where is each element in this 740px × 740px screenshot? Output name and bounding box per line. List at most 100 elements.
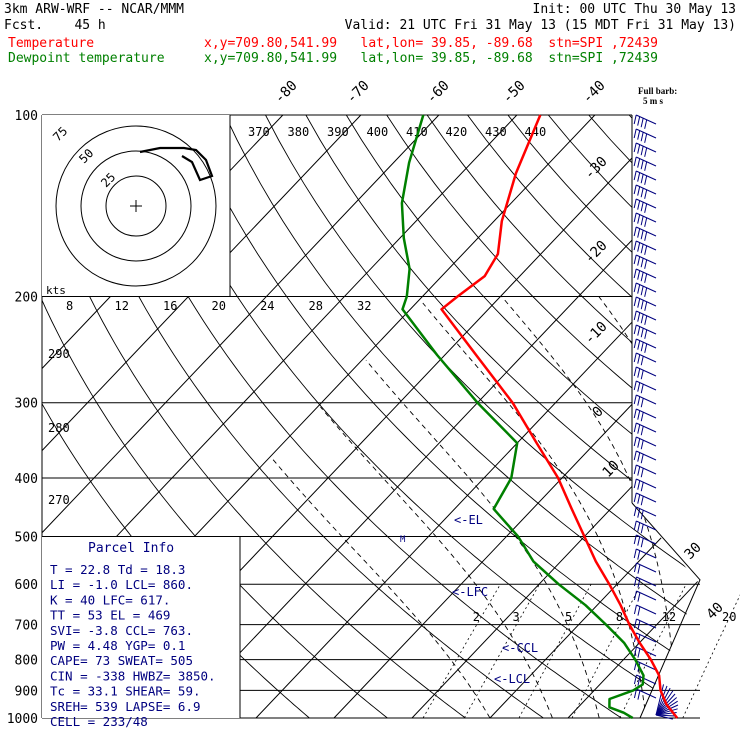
wind-barb-flag: [637, 466, 641, 476]
wind-barb-flag: [633, 198, 637, 209]
mixing-ratio-label: 8: [616, 610, 623, 624]
wind-barb-fan: [655, 708, 678, 716]
wind-barb-flag: [637, 228, 641, 238]
wind-barb-flag: [640, 510, 644, 520]
wind-barb-flag: [637, 242, 641, 252]
dry-adiabat: [63, 115, 544, 718]
wind-barb-flag: [644, 217, 648, 227]
wind-barb: [636, 380, 657, 391]
wind-barb-flag: [637, 564, 641, 574]
dewpoint-series-line: [400, 114, 645, 720]
wind-barb-flag: [640, 328, 644, 338]
parcel-info-row: T = 22.8 Td = 18.3: [50, 562, 185, 577]
wind-barb-flag: [633, 394, 637, 405]
parcel-info-row: SREH= 539 LAPSE= 6.9: [50, 699, 201, 714]
wind-barb-flag: [637, 214, 641, 224]
isotherm-label: 30: [682, 540, 705, 563]
moist-adiabat: [697, 296, 700, 718]
hodograph-speed-label: 32: [357, 299, 371, 313]
dry-adiabat: [184, 115, 700, 718]
right-axis-lower: [631, 502, 701, 719]
wind-barb-flag: [633, 338, 637, 349]
hodograph-kts-label: kts: [46, 284, 66, 297]
moist-adiabat: [320, 406, 553, 718]
wind-barb-flag: [637, 648, 641, 658]
wind-barb-flag: [637, 480, 641, 490]
isotherm-line: [724, 115, 740, 718]
dry-adiabat: [103, 115, 622, 718]
dewpoint-station-info: x,y=709.80,541.99 lat,lon= 39.85, -89.68…: [204, 51, 658, 66]
wind-barb-flag: [640, 370, 644, 380]
wind-barb-flag: [633, 646, 637, 657]
wind-barb-flag: [644, 133, 648, 143]
hodograph-speed-label: 28: [309, 299, 323, 313]
wind-barb-flag: [633, 156, 637, 167]
wind-barb-flag: [633, 688, 637, 699]
wind-barb-fan: [655, 687, 671, 716]
wind-barb-flag: [633, 590, 637, 601]
wind-barb-flag: [637, 690, 641, 700]
hodograph-ring: [80, 150, 192, 262]
wind-barb-fan: [655, 700, 678, 716]
parcel-info-title: Parcel Info: [88, 541, 174, 556]
wind-barb-flag: [637, 382, 641, 392]
parcel-info-row: Tc = 33.1 SHEAR= 59.: [50, 684, 201, 699]
isotherm-line: [42, 115, 440, 718]
dry-adiabat: [628, 115, 700, 718]
wind-barb-flag: [640, 496, 644, 506]
wind-barb: [636, 674, 657, 685]
mixing-ratio-label: 3: [513, 610, 520, 624]
wind-barb: [636, 366, 657, 377]
pressure-label-1000: 1000: [7, 712, 38, 727]
wind-barb-flag: [640, 132, 644, 142]
wind-barb-flag: [644, 189, 648, 199]
wind-barb: [636, 520, 657, 531]
wind-barb-flag: [644, 203, 648, 213]
wind-barb-flag: [640, 188, 644, 198]
dry-adiabat: [42, 115, 466, 718]
wind-barb-flag: [637, 424, 641, 434]
parcel-info-row: CELL = 233/48: [50, 714, 148, 729]
wind-barb: [636, 492, 657, 503]
temperature-station-info: x,y=709.80,541.99 lat,lon= 39.85, -89.68…: [204, 36, 658, 51]
wind-barb-flag: [633, 674, 637, 685]
wind-barb-flag: [633, 184, 637, 195]
wind-barb-flag: [640, 524, 644, 534]
hodograph-speed-label: 24: [260, 299, 274, 313]
dry-adiabat: [345, 115, 700, 718]
pressure-label-300: 300: [15, 397, 38, 412]
wind-barb-flag: [637, 606, 641, 616]
isotherm-label: -40: [580, 78, 609, 107]
level-marker: M: [400, 535, 406, 545]
temperature-legend: Temperature: [8, 36, 95, 51]
moist-adiabat: [422, 302, 647, 718]
wind-barb: [636, 576, 657, 587]
wind-barb-flag: [633, 170, 637, 181]
isotherm-line: [489, 115, 700, 718]
wind-barb-flag: [637, 326, 641, 336]
wind-barb-flag: [640, 174, 644, 184]
wind-barb-flag: [637, 536, 641, 546]
barb-legend-units: 5 m s: [643, 96, 663, 106]
wind-barb-flag: [633, 436, 637, 447]
theta-label: 440: [525, 125, 547, 139]
wind-barb-flag: [633, 380, 637, 391]
wind-barb: [636, 450, 657, 461]
wind-barb-flag: [637, 676, 641, 686]
temperature-series-line: [440, 114, 679, 719]
level-annotation: <-CCL: [502, 641, 538, 655]
wind-barb-flag: [637, 172, 641, 182]
wind-barb-flag: [637, 186, 641, 196]
isotherm-label: -80: [272, 78, 301, 107]
wind-barb: [636, 562, 657, 573]
wind-barb-flag: [633, 240, 637, 251]
isotherm-label: 10: [600, 458, 623, 481]
dry-adiabat: [143, 115, 700, 718]
wind-barb-flag: [640, 342, 644, 352]
wind-barb: [635, 114, 657, 125]
level-annotation: <-LCL: [494, 672, 530, 686]
wind-barb: [636, 478, 657, 489]
wind-barb-flag: [637, 284, 641, 294]
wind-barb-flag: [633, 366, 637, 377]
wind-barb-flag: [637, 494, 641, 504]
